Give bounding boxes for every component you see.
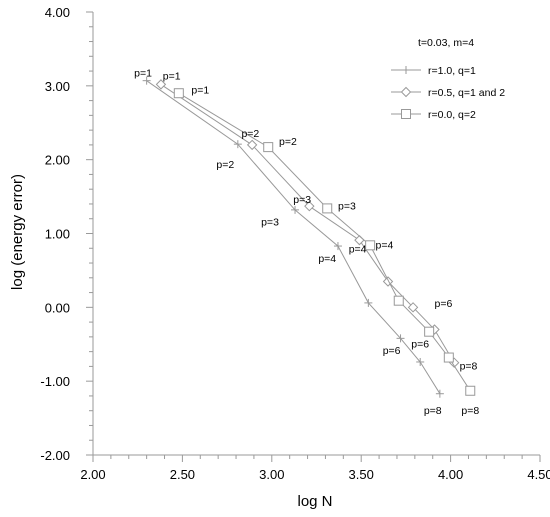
legend-label: r=0.0, q=2 bbox=[428, 109, 476, 121]
x-tick-label: 4.50 bbox=[527, 467, 550, 482]
square-marker bbox=[365, 240, 376, 251]
y-tick-label: 2.00 bbox=[45, 153, 70, 168]
plus-marker bbox=[333, 242, 342, 251]
plus-marker bbox=[396, 334, 405, 343]
point-label: p=6 bbox=[383, 345, 401, 357]
square-marker bbox=[173, 88, 184, 99]
diamond-marker bbox=[155, 79, 167, 90]
point-label: p=2 bbox=[241, 128, 259, 140]
legend: t=0.03, m=4 r=1.0, q=1 r=0.5, q=1 and 2 r=… bbox=[391, 37, 505, 121]
square-marker bbox=[424, 326, 435, 337]
plus-marker bbox=[402, 66, 410, 74]
x-tick-label: 2.50 bbox=[170, 467, 195, 482]
legend-label: r=1.0, q=1 bbox=[428, 65, 476, 77]
square-marker bbox=[401, 109, 411, 119]
y-tick-label: 4.00 bbox=[45, 5, 70, 20]
diamond-marker bbox=[400, 86, 412, 98]
square-marker bbox=[443, 352, 454, 363]
plus-marker bbox=[364, 298, 373, 307]
plus-marker bbox=[416, 357, 425, 366]
series-3 bbox=[173, 88, 476, 396]
plus-marker bbox=[435, 389, 444, 398]
legend-entry-1: r=1.0, q=1 bbox=[391, 65, 476, 77]
square-marker bbox=[465, 385, 476, 396]
legend-label: r=0.5, q=1 and 2 bbox=[428, 87, 505, 99]
plus-marker bbox=[142, 76, 151, 85]
y-tick-label: -2.00 bbox=[40, 448, 70, 463]
series-1 bbox=[142, 76, 444, 398]
diamond-marker bbox=[304, 200, 315, 212]
point-label: p=8 bbox=[460, 361, 478, 373]
axes: 2.00 2.50 3.00 3.50 4.00 4.50 4.00 3.00 2.00 1.00… bbox=[40, 5, 550, 482]
series-line bbox=[146, 80, 441, 394]
point-label: p=2 bbox=[216, 159, 234, 171]
point-label: p=4 bbox=[376, 240, 394, 252]
plus-marker bbox=[233, 140, 242, 149]
square-marker bbox=[263, 142, 274, 153]
square-marker bbox=[393, 295, 404, 306]
point-label: p=3 bbox=[338, 200, 356, 212]
diamond-marker bbox=[246, 139, 258, 151]
y-tick-label: 0.00 bbox=[45, 300, 70, 315]
point-label: p=1 bbox=[134, 68, 152, 80]
point-label: p=1 bbox=[163, 70, 181, 82]
x-tick-label: 3.50 bbox=[349, 467, 374, 482]
point-label: p=2 bbox=[279, 136, 297, 148]
series-2 bbox=[155, 79, 460, 368]
x-tick-label: 2.00 bbox=[80, 467, 105, 482]
point-label: p=8 bbox=[461, 405, 479, 417]
y-tick-label: 3.00 bbox=[45, 79, 70, 94]
y-axis-title: log (energy error) bbox=[9, 174, 26, 290]
plus-marker bbox=[291, 205, 300, 214]
y-tick-label: 1.00 bbox=[45, 227, 70, 242]
point-label: p=4 bbox=[318, 253, 336, 265]
x-axis-title: log N bbox=[297, 493, 332, 510]
point-label: p=4 bbox=[349, 243, 367, 255]
legend-entry-2: r=0.5, q=1 and 2 bbox=[391, 86, 505, 99]
point-label: p=3 bbox=[293, 194, 311, 206]
plot-area: p=1 p=1 p=1 p=2 p=2 p=2 p=3 p=3 p=3 p=4 p=4 p=4 p=6 p… bbox=[134, 68, 479, 417]
y-tick-label: -1.00 bbox=[40, 374, 70, 389]
point-label: p=1 bbox=[191, 85, 209, 97]
point-label: p=6 bbox=[411, 339, 429, 351]
series-line bbox=[160, 83, 455, 363]
diamond-marker bbox=[407, 302, 419, 313]
legend-title: t=0.03, m=4 bbox=[418, 37, 474, 49]
point-label: p=8 bbox=[424, 405, 442, 417]
x-tick-label: 4.00 bbox=[438, 467, 463, 482]
point-label: p=6 bbox=[435, 298, 453, 310]
point-label: p=3 bbox=[261, 217, 279, 229]
square-marker bbox=[322, 203, 333, 214]
x-tick-label: 3.00 bbox=[259, 467, 284, 482]
legend-entry-3: r=0.0, q=2 bbox=[391, 109, 476, 121]
